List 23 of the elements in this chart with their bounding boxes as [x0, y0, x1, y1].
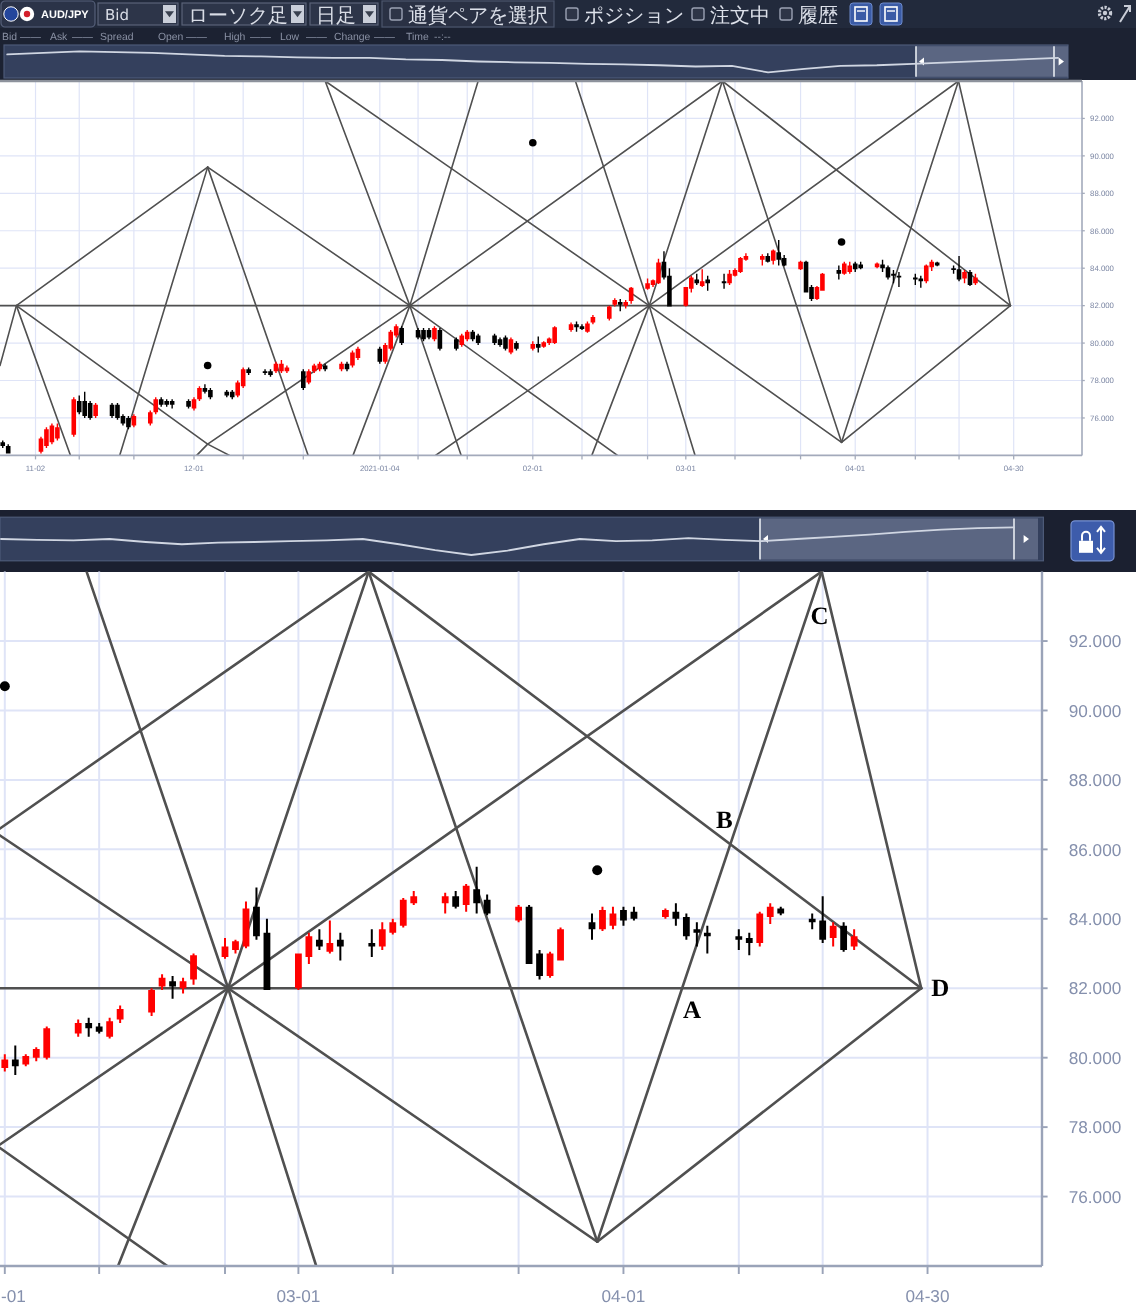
y-tick-label: 82.000: [1068, 978, 1122, 999]
annotation: D: [931, 974, 950, 1003]
x-tick-label: 03-01: [276, 1285, 321, 1306]
dropdown: 日足: [309, 2, 379, 28]
y-tick-label: 78.000: [1068, 1117, 1122, 1138]
y-tick-label: 88.000: [1068, 770, 1122, 791]
checkbox: 履歴: [779, 6, 838, 28]
annotation: A: [682, 996, 702, 1025]
y-tick-label: 90.000: [1068, 700, 1122, 721]
y-tick-label: 76.000: [1068, 1186, 1122, 1207]
dropdown: ローソク足: [181, 2, 307, 28]
checkbox: ポジション: [565, 6, 684, 28]
checkbox: 通貨ペアを選択: [381, 0, 555, 28]
checkbox: 注文中: [691, 6, 770, 28]
y-tick-label: 80.000: [1068, 1047, 1122, 1068]
x-tick-label: 04-30: [905, 1285, 950, 1306]
annotation: B: [715, 806, 733, 835]
y-tick-label: 86.000: [1068, 839, 1122, 860]
x-tick-label: -01: [1, 1285, 27, 1306]
annotation: C: [810, 601, 829, 630]
y-tick-label: 92.000: [1068, 631, 1122, 652]
y-tick-label: 84.000: [1068, 908, 1122, 929]
x-tick-label: 04-01: [601, 1285, 646, 1306]
